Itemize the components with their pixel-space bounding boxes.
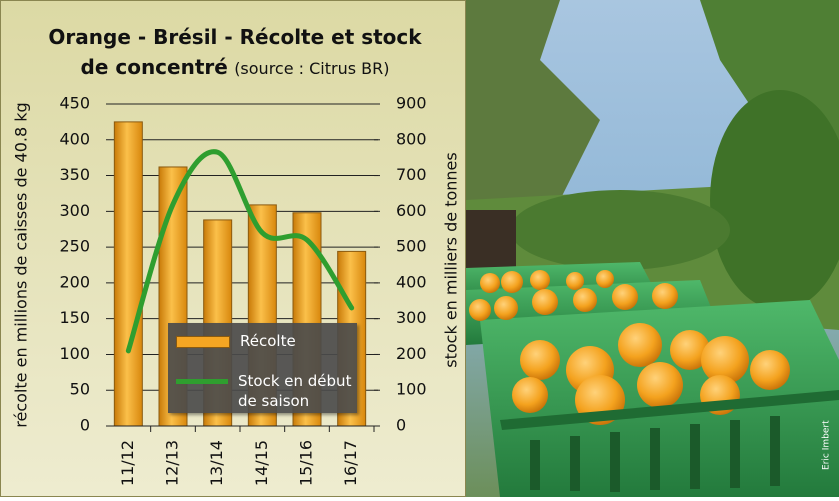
y2-tick-label: 200 bbox=[396, 344, 427, 363]
y-tick-label: 150 bbox=[59, 308, 90, 327]
x-tick-label: 12/13 bbox=[163, 440, 182, 486]
y-axis-label: récolte en millions de caisses de 40.8 k… bbox=[12, 102, 31, 427]
y-tick-label: 50 bbox=[70, 380, 90, 399]
y2-tick-label: 900 bbox=[396, 94, 427, 113]
x-tick-label: 11/12 bbox=[118, 440, 137, 486]
subtitle: (source : Citrus BR) bbox=[234, 59, 389, 78]
y2-tick-label: 500 bbox=[396, 237, 427, 256]
photo-credit: Eric Imbert bbox=[822, 420, 832, 470]
y2-tick-label: 800 bbox=[396, 129, 427, 148]
y2-tick-label: 400 bbox=[396, 272, 427, 291]
page: 0 50 100 150 200 250 300 350 400 450 0 100 200 300 400… bbox=[0, 0, 839, 497]
chart-title: Orange - Brésil - Récolte et stock de co… bbox=[40, 22, 430, 84]
legend-entry: Stock en début de saison bbox=[176, 371, 353, 411]
y-tick-label: 100 bbox=[59, 344, 90, 363]
y-tick-label: 350 bbox=[59, 165, 90, 184]
legend-swatch bbox=[176, 379, 228, 384]
legend-swatch bbox=[176, 336, 230, 348]
y2-tick-label: 100 bbox=[396, 380, 427, 399]
x-tick-label: 13/14 bbox=[207, 440, 226, 486]
y-tick-label: 400 bbox=[59, 129, 90, 148]
y2-tick-label: 0 bbox=[396, 416, 406, 435]
y-tick-label: 300 bbox=[59, 201, 90, 220]
legend-entry: Récolte bbox=[176, 331, 355, 351]
y2-tick-label: 700 bbox=[396, 165, 427, 184]
y2-axis-label: stock en milliers de tonnes bbox=[442, 152, 461, 367]
y-tick-label: 200 bbox=[59, 272, 90, 291]
x-tick-label: 16/17 bbox=[341, 440, 360, 486]
bar bbox=[114, 122, 142, 426]
x-tick-label: 14/15 bbox=[252, 440, 271, 486]
photo bbox=[466, 0, 839, 497]
y-tick-label: 0 bbox=[80, 416, 90, 435]
y-tick-label: 250 bbox=[59, 237, 90, 256]
y2-tick-label: 600 bbox=[396, 201, 427, 220]
legend-label: Récolte bbox=[240, 331, 355, 351]
legend: Récolte Stock en début de saison bbox=[168, 323, 357, 413]
legend-label: Stock en début de saison bbox=[238, 371, 353, 411]
x-tick-label: 15/16 bbox=[297, 440, 316, 486]
y-tick-label: 450 bbox=[59, 94, 90, 113]
y2-tick-label: 300 bbox=[396, 308, 427, 327]
